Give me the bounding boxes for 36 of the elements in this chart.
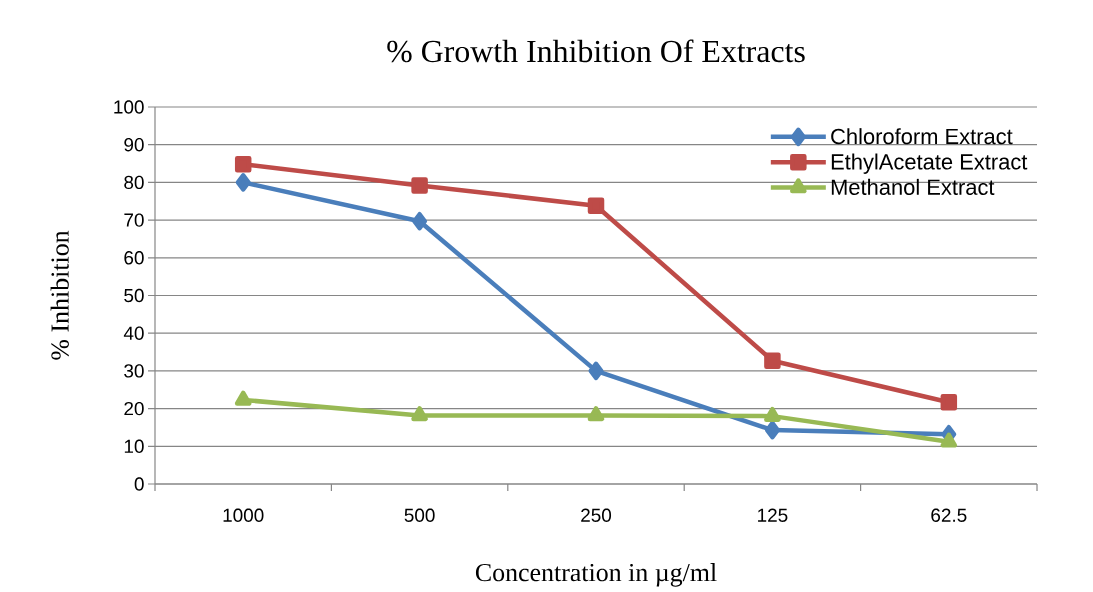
- x-tick-label: 1000: [223, 508, 264, 522]
- point: [234, 390, 252, 406]
- y-tick-label: 100: [114, 100, 144, 114]
- y-tick-label: 0: [134, 477, 144, 491]
- legend-label: Chloroform Extract: [831, 128, 1013, 145]
- legend-label: Methanol Extract: [831, 178, 995, 195]
- x-tick-label: 250: [581, 508, 612, 522]
- y-tick-label: 70: [124, 213, 144, 227]
- y-tick-label: 40: [123, 326, 144, 340]
- y-tick-label: 90: [124, 137, 144, 152]
- y-tick-label: 80: [124, 175, 144, 190]
- point: [412, 211, 428, 231]
- point: [587, 197, 605, 215]
- y-tick-label: 60: [124, 251, 144, 265]
- point: [234, 156, 252, 173]
- y-axis-title: % Inhibition: [50, 230, 69, 360]
- point: [764, 420, 780, 440]
- point: [411, 406, 428, 422]
- point: [764, 352, 781, 369]
- y-tick-label: 50: [124, 288, 144, 303]
- x-axis-title: Concentration in µg/ml: [475, 563, 717, 587]
- x-tick-label: 500: [404, 508, 435, 522]
- point: [940, 432, 958, 448]
- y-tick-label: 30: [124, 364, 144, 378]
- point: [411, 177, 428, 194]
- point: [764, 406, 781, 422]
- y-tick-label: 20: [124, 401, 144, 416]
- point: [588, 361, 604, 381]
- point: [235, 173, 251, 192]
- x-tick-label: 62.5: [931, 508, 967, 522]
- point: [940, 393, 958, 411]
- y-tick-label: 10: [124, 439, 144, 453]
- point: [587, 406, 605, 422]
- chart-title: % Growth Inhibition Of Extracts: [387, 39, 805, 63]
- legend-label: EthylAcetate Extract: [831, 153, 1028, 174]
- x-tick-label: 125: [758, 508, 788, 522]
